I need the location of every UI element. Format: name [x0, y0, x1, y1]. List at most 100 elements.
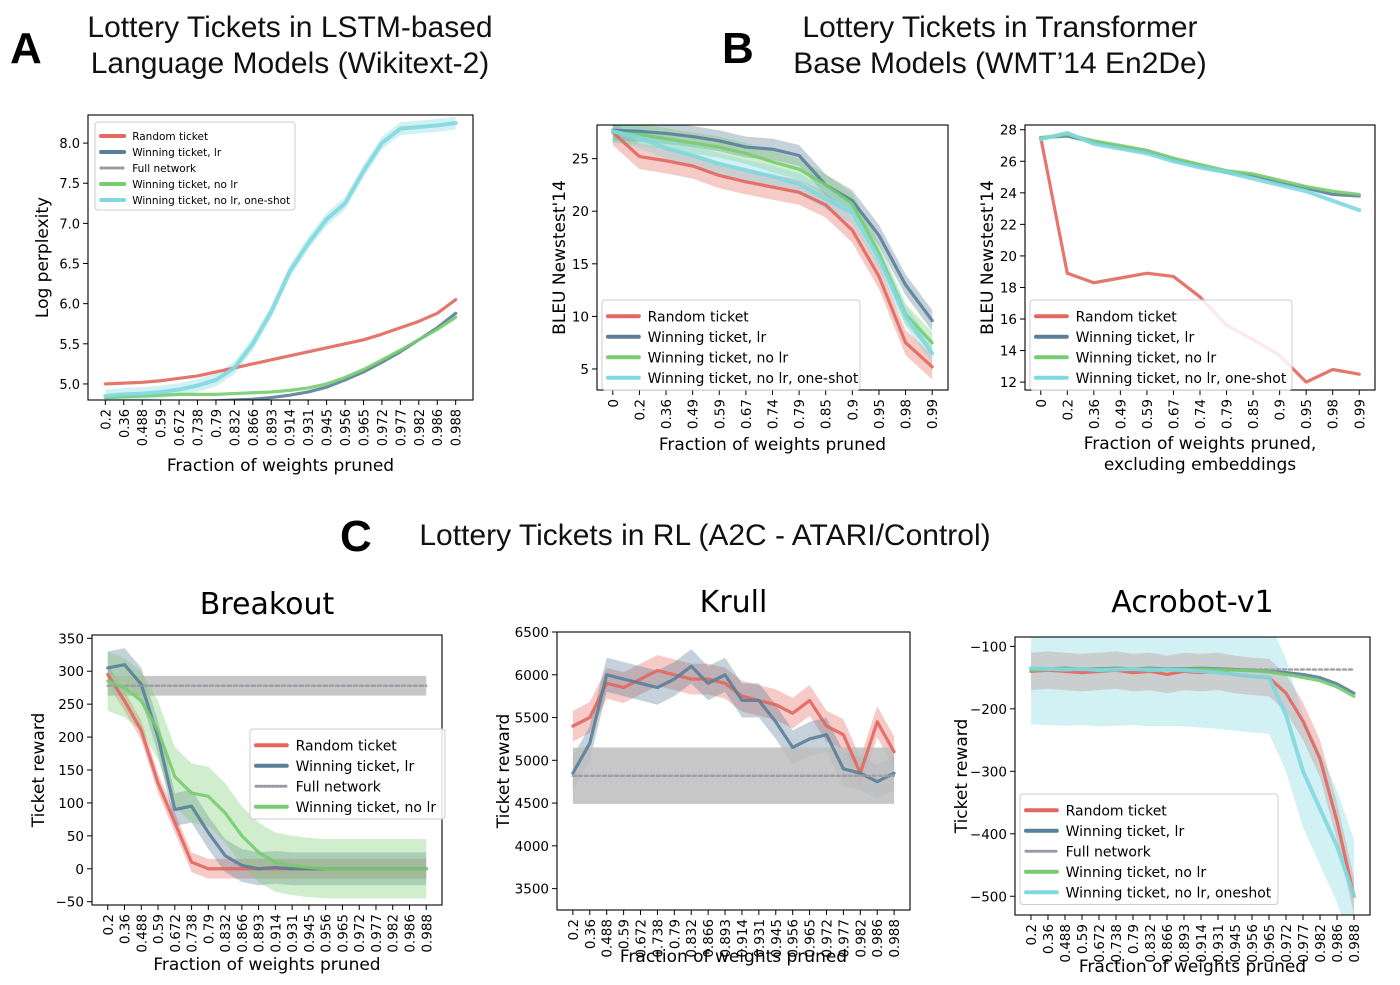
x-axis-label: Fraction of weights pruned: [1079, 957, 1306, 977]
y-tick-label: 24: [1000, 186, 1017, 202]
plot-area: [571, 649, 896, 804]
x-tick-label: 0.59: [712, 399, 728, 429]
x-tick-label: 0.986: [402, 914, 418, 953]
x-tick-label: 0.977: [1296, 924, 1312, 963]
series-line-oneshot: [103, 121, 458, 398]
plot-area: [106, 648, 428, 899]
x-tick-label: 0.972: [352, 914, 368, 953]
chart-transformer_bleu: 5 10 15 20 25 0 0.2 0.36 0.49 0.59 0.67 0.74 0.79 0.8…: [550, 124, 949, 455]
x-tick-label: 0.988: [887, 919, 903, 958]
x-tick-label: 0.488: [1058, 924, 1074, 963]
x-tick-label: 0.79: [1220, 399, 1236, 429]
chart-title: Krull: [700, 585, 768, 620]
x-tick-label: 0: [606, 399, 622, 408]
y-axis-label: Ticket reward: [952, 719, 972, 835]
legend-label-winning_lr: Winning ticket, lr: [648, 330, 767, 346]
title-b: Lottery Tickets in Transformer Base Mode…: [770, 10, 1230, 82]
y-tick-label: −200: [970, 702, 1007, 718]
x-tick-label: 0.488: [134, 914, 150, 953]
x-axis-label: Fraction of weights pruned: [153, 955, 380, 975]
legend-box: [601, 299, 861, 391]
x-tick-label: 0.893: [252, 914, 268, 953]
x-tick-label: 0.965: [803, 919, 819, 958]
series-line-random: [1039, 136, 1361, 384]
x-tick-label: 0.2: [101, 914, 117, 935]
legend-label-winning_nolr: Winning ticket, no lr: [132, 179, 238, 191]
x-tick-label: 0.965: [357, 409, 372, 446]
x-tick-label: 0.893: [265, 409, 280, 446]
x-tick-label: 0.988: [1347, 924, 1363, 963]
x-tick-label: 0.36: [1087, 399, 1103, 429]
chart-krull: Krull 3500 4000 4500 5000 5500 6000 6500 0.2 0.36…: [494, 585, 911, 967]
y-tick-label: 5000: [515, 753, 549, 769]
x-tick-label: 0.972: [819, 919, 835, 958]
plot-area: [103, 116, 458, 400]
x-tick-label: 0.98: [1326, 399, 1342, 429]
x-tick-label: 0.98: [899, 399, 915, 429]
x-tick-label: 0.986: [1330, 924, 1346, 963]
panel-label-c: C: [340, 512, 372, 561]
axes-frame: [87, 114, 474, 401]
x-tick-label: 0.982: [413, 409, 428, 446]
plot-area: [1028, 637, 1357, 915]
band-winning_lr: [107, 648, 427, 886]
y-tick-label: −500: [970, 889, 1007, 905]
x-tick-label: 0.738: [650, 919, 666, 958]
y-axis-label: Ticket reward: [29, 713, 49, 829]
title-b-line2: Base Models (WMT’14 En2De): [793, 47, 1207, 80]
legend-box: [1029, 299, 1293, 391]
x-tick-label: 0.672: [634, 919, 650, 958]
x-tick-label: 0.738: [1109, 924, 1125, 963]
chart-title: Acrobot-v1: [1111, 585, 1274, 620]
title-b-line1: Lottery Tickets in Transformer: [802, 11, 1198, 44]
y-tick-label: 26: [1000, 154, 1017, 170]
x-tick-label: 0.59: [617, 919, 633, 949]
y-tick-label: 5: [580, 362, 589, 378]
x-tick-label: 0.36: [118, 409, 133, 438]
x-tick-label: 0.2: [566, 919, 582, 940]
band-winning_nolr: [107, 651, 427, 899]
y-tick-label: 22: [1000, 217, 1017, 233]
band-random: [1030, 651, 1355, 915]
y-axis-label: BLEU Newstest'14: [978, 180, 998, 335]
x-tick-label: 0.672: [1092, 924, 1108, 963]
y-tick-label: 16: [1000, 312, 1017, 328]
x-tick-label: 0.982: [1313, 924, 1329, 963]
x-tick-label: 0.59: [155, 409, 170, 438]
x-tick-label: 0.931: [302, 409, 317, 446]
x-tick-label: 0.832: [218, 914, 234, 953]
x-tick-label: 0.95: [872, 399, 888, 429]
y-tick-label: 4000: [515, 839, 549, 855]
x-tick-label: 0.36: [659, 399, 675, 429]
series-line-winning_nolr: [1039, 132, 1361, 197]
series-line-winning_lr: [611, 128, 934, 323]
legend-box: [249, 728, 446, 820]
x-tick-label: 0.85: [819, 399, 835, 429]
x-tick-label: 0.672: [168, 914, 184, 953]
legend: Random ticket Winning ticket, lr Winning t…: [1029, 299, 1293, 391]
chart-lstm: 5.0 5.5 6.0 6.5 7.0 7.5 8.0 0.2 0.36 0.488 0.59 0.6…: [33, 114, 474, 476]
x-tick-label: 0.95: [1299, 399, 1315, 429]
y-tick-label: 12: [1000, 375, 1017, 391]
x-tick-label: 0.2: [632, 399, 648, 420]
chart-transformer_bleu_noemb: 12 14 16 18 20 22 24 26 28 0 0.2 0.36 0.49 0.59 0.67 0.…: [978, 123, 1376, 475]
y-tick-label: 5.0: [59, 378, 80, 393]
y-axis-label: BLEU Newstest'14: [550, 180, 570, 335]
y-tick-label: 150: [58, 763, 84, 779]
y-tick-label: 0: [75, 862, 84, 878]
legend-label-random: Random ticket: [1066, 803, 1168, 819]
y-tick-label: 7.5: [59, 177, 80, 192]
x-tick-label: 0.99: [1352, 399, 1368, 429]
legend-label-winning_nolr: Winning ticket, no lr: [1076, 350, 1217, 366]
y-axis-label: Ticket reward: [494, 714, 514, 830]
y-tick-label: 7.0: [59, 217, 80, 232]
x-tick-label: 0.914: [284, 409, 299, 446]
x-tick-label: 0.914: [1194, 924, 1210, 963]
x-tick-label: 0.977: [836, 919, 852, 958]
x-tick-label: 0.9: [1273, 399, 1289, 420]
panel-label-a: A: [10, 24, 42, 73]
series-line-random: [611, 130, 934, 369]
y-tick-label: 8.0: [59, 137, 80, 152]
legend-box: [1019, 793, 1279, 905]
x-tick-label: 0.972: [1279, 924, 1295, 963]
